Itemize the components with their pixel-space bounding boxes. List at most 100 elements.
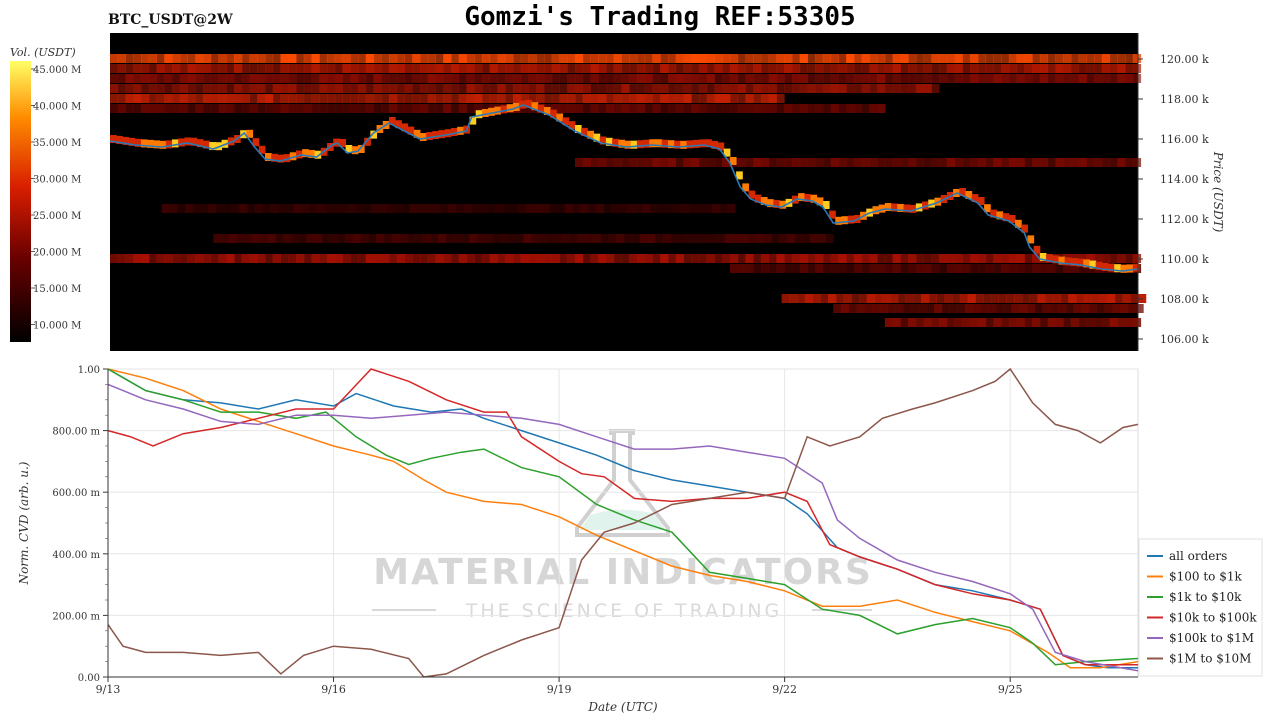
heat-cell [1094,158,1103,167]
heat-cell [660,74,669,83]
heat-cell [820,294,829,303]
heat-cell [567,64,576,73]
heat-cell [1008,318,1018,327]
heat-cell [153,140,161,149]
heat-cell [784,104,793,113]
heat-cell [884,254,894,263]
heat-cell [612,138,619,147]
heat-cell [962,74,971,83]
heat-cell [959,188,966,196]
heat-cell [1083,294,1093,303]
heat-cell [729,74,739,83]
heat-cell [1086,158,1095,167]
heat-cell [430,234,439,243]
heat-cell [388,94,398,103]
heat-cell [249,84,258,93]
heat-cell [791,104,801,113]
heat-cell [448,204,457,213]
heat-cell [567,54,576,63]
heat-cell [295,54,305,63]
heat-cell [729,54,739,63]
heat-cell [280,64,289,73]
heat-cell [691,54,700,63]
heat-cell [319,84,328,93]
heat-cell [838,158,847,167]
heat-cell [574,254,584,263]
heat-cell [551,54,560,63]
heat-cell [1029,294,1038,303]
heat-cell [789,294,798,303]
heat-cell [419,74,429,83]
heat-cell [414,234,424,243]
colorbar-tick-label: 40.000 M [33,102,81,113]
heat-cell [1039,158,1049,167]
heat-cell [977,54,987,63]
x-tick-label: 9/16 [321,683,346,696]
y-axis-label: Norm. CVD (arb. u.) [17,461,31,585]
heat-cell [295,74,305,83]
heat-cell [497,64,506,73]
heat-cell [683,84,692,93]
heat-cell [1126,264,1134,273]
heat-cell [458,64,467,73]
heat-cell [497,74,506,83]
x-tick-label: 9/19 [547,683,572,696]
heat-cell [475,110,483,119]
heat-cell [683,94,692,103]
heat-cell [574,94,584,103]
heat-cell [1117,64,1126,73]
heat-cell [1070,54,1080,63]
heat-cell [1063,74,1072,83]
heat-cell [1047,74,1056,83]
heat-cell [551,254,560,263]
heat-cell [998,294,1007,303]
heat-cell [742,183,749,192]
heat-cell [753,64,762,73]
heat-cell [457,126,464,135]
heat-cell [753,54,762,63]
heat-cell [497,54,506,63]
heat-cell [954,158,963,167]
heat-cell [990,294,1000,303]
series-line [107,383,1139,672]
heat-cell [246,204,256,213]
heat-cell [890,294,899,303]
heat-cell [241,64,250,73]
heat-cell [156,64,165,73]
heat-cell [140,84,150,93]
heat-cell [952,294,961,303]
heat-cell [303,94,312,103]
heat-cell [133,94,142,103]
heat-cell [419,64,429,73]
heat-cell [936,294,945,303]
heat-cell [210,104,219,113]
heat-cell [450,54,460,63]
heat-cell [567,84,576,93]
heat-cell [419,54,429,63]
heat-cell [931,264,940,273]
heat-cell [376,234,385,243]
heat-cell [1026,304,1036,313]
heat-cell [481,254,491,263]
heat-cell [1101,74,1111,83]
heat-cell [853,64,863,73]
heat-cell [590,64,599,73]
heat-cell [1002,213,1010,222]
heat-cell [900,54,909,63]
heat-cell [257,104,266,113]
heat-cell [567,254,576,263]
heat-cell [210,84,219,93]
heat-cell [1055,54,1064,63]
heat-cell [740,234,749,243]
heat-cell [698,254,708,263]
heat-cell [983,294,992,303]
heat-cell [520,54,529,63]
heat-cell [110,254,119,263]
heat-cell [626,204,635,213]
heat-cell [613,54,622,63]
heat-cell [644,158,653,167]
heat-cell [1039,54,1049,63]
heat-cell [647,234,656,243]
heat-cell [613,104,622,113]
heat-cell [815,264,824,273]
